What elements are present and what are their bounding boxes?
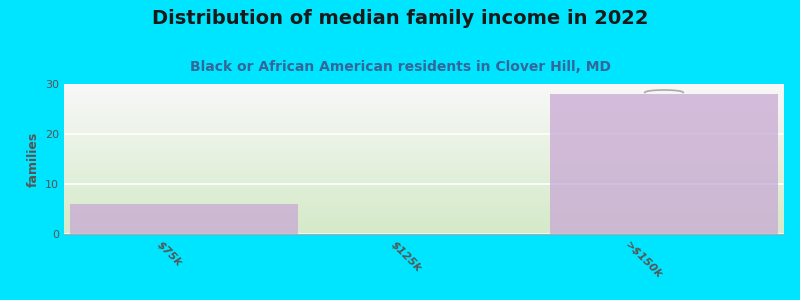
Text: Black or African American residents in Clover Hill, MD: Black or African American residents in C… bbox=[190, 60, 610, 74]
Bar bbox=[70, 204, 298, 234]
Bar bbox=[550, 94, 778, 234]
Text: Distribution of median family income in 2022: Distribution of median family income in … bbox=[152, 9, 648, 28]
Y-axis label: families: families bbox=[26, 131, 39, 187]
